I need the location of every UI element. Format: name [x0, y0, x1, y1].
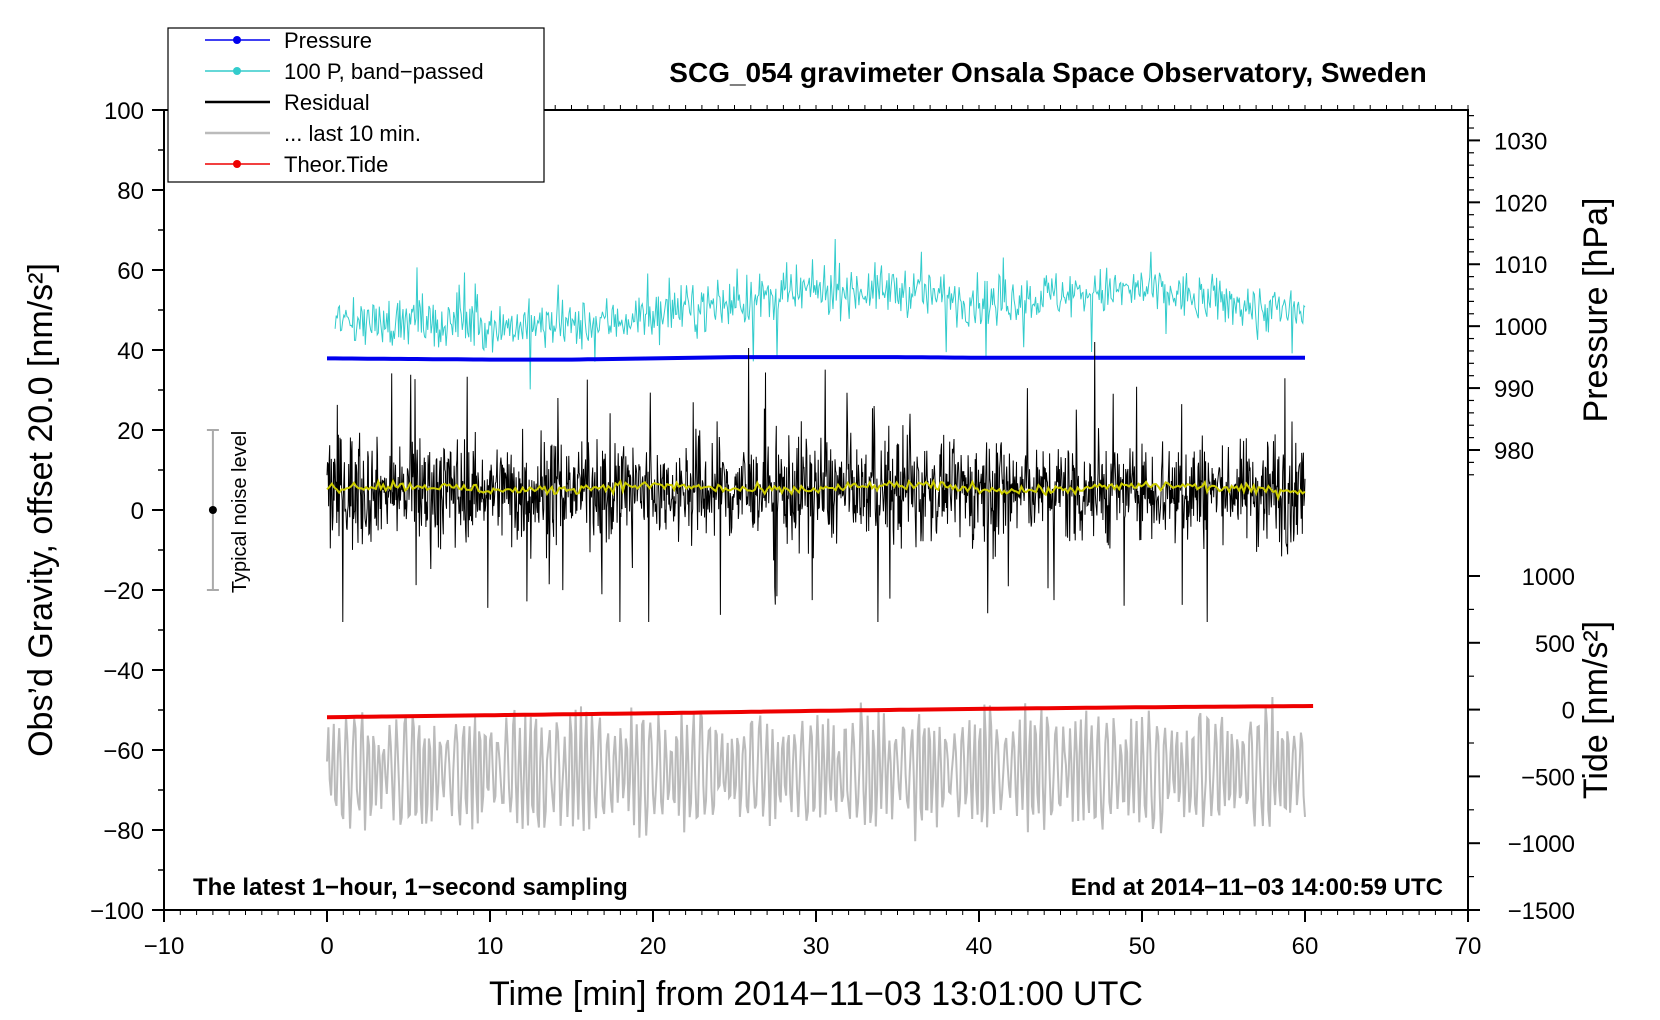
tide-axis: −1500 −1000 −500 0 500 1000 — [1468, 564, 1575, 925]
tide-tick-label: −500 — [1521, 764, 1575, 791]
y-tick-label: 60 — [117, 258, 144, 285]
x-tick-label: 30 — [803, 933, 830, 960]
series-tide-line — [326, 704, 1314, 720]
noise-label: Typical noise level — [229, 431, 251, 593]
pressure-tick-label: 990 — [1494, 376, 1534, 403]
y-tick-label: −20 — [103, 578, 144, 605]
x-tick-label: 50 — [1129, 933, 1156, 960]
legend-marker — [233, 160, 241, 168]
series-layer — [326, 238, 1314, 842]
x-axis: −10 0 10 20 30 40 50 60 70 — [144, 105, 1482, 960]
chart-title: SCG_054 gravimeter Onsala Space Observat… — [669, 57, 1426, 88]
y-axis-title-pressure: Pressure [hPa] — [1577, 198, 1615, 423]
y-tick-label: 20 — [117, 418, 144, 445]
noise-bar-center-dot — [208, 506, 217, 514]
legend-label: 100 P, band−passed — [284, 59, 484, 84]
pressure-tick-label: 980 — [1494, 438, 1534, 465]
legend-marker — [233, 36, 241, 44]
tide-tick-label: −1500 — [1508, 898, 1575, 925]
series-band-passed-line — [334, 238, 1306, 390]
y-axis-title-gravity: Obs’d Gravity, offset 20.0 [nm/s²] — [22, 263, 60, 757]
pressure-tick-label: 1000 — [1494, 314, 1547, 341]
x-axis-title: Time [min] from 2014−11−03 13:01:00 UTC — [489, 975, 1143, 1013]
tide-tick-label: 1000 — [1522, 564, 1575, 591]
y-tick-label: 100 — [104, 98, 144, 125]
x-tick-label: −10 — [144, 933, 185, 960]
gravity-axis: −100 −80 −60 −40 −20 0 20 40 60 80 100 — [90, 98, 164, 925]
legend-label: Residual — [284, 90, 370, 115]
legend-marker — [233, 67, 241, 75]
series-last-10-min-line — [326, 696, 1306, 842]
y-tick-label: −60 — [103, 738, 144, 765]
x-tick-label: 40 — [966, 933, 993, 960]
legend: Pressure 100 P, band−passed Residual ... la… — [167, 27, 545, 183]
pressure-tick-label: 1010 — [1494, 252, 1547, 279]
pressure-tick-label: 1020 — [1494, 190, 1547, 217]
series-residual-line — [326, 341, 1306, 623]
x-tick-label: 10 — [477, 933, 504, 960]
y-tick-label: 80 — [117, 178, 144, 205]
x-tick-label: 0 — [320, 933, 333, 960]
legend-label: ... last 10 min. — [284, 121, 421, 146]
y-tick-label: −100 — [90, 898, 144, 925]
left-note: The latest 1−hour, 1−second sampling — [193, 874, 628, 901]
y-tick-label: −80 — [103, 818, 144, 845]
series-residual-smoothed-line — [326, 478, 1306, 502]
y-axis-title-tide: Tide [nm/s²] — [1577, 621, 1615, 799]
x-tick-label: 70 — [1455, 933, 1482, 960]
x-tick-label: 20 — [640, 933, 667, 960]
right-note: End at 2014−11−03 14:00:59 UTC — [1071, 874, 1443, 901]
pressure-tick-label: 1030 — [1494, 128, 1547, 155]
legend-label: Pressure — [284, 28, 372, 53]
x-tick-label: 60 — [1292, 933, 1319, 960]
series-pressure-line — [327, 355, 1305, 362]
y-tick-label: −40 — [103, 658, 144, 685]
noise-level-indicator — [206, 429, 219, 591]
tide-tick-label: −1000 — [1508, 831, 1575, 858]
tide-tick-label: 500 — [1535, 631, 1575, 658]
pressure-axis: 980 990 1000 1010 1020 1030 — [1468, 115, 1547, 476]
legend-label: Theor.Tide — [284, 152, 388, 177]
y-tick-label: 0 — [131, 498, 144, 525]
tide-tick-label: 0 — [1562, 698, 1575, 725]
y-tick-label: 40 — [117, 338, 144, 365]
legend-box — [167, 27, 545, 183]
